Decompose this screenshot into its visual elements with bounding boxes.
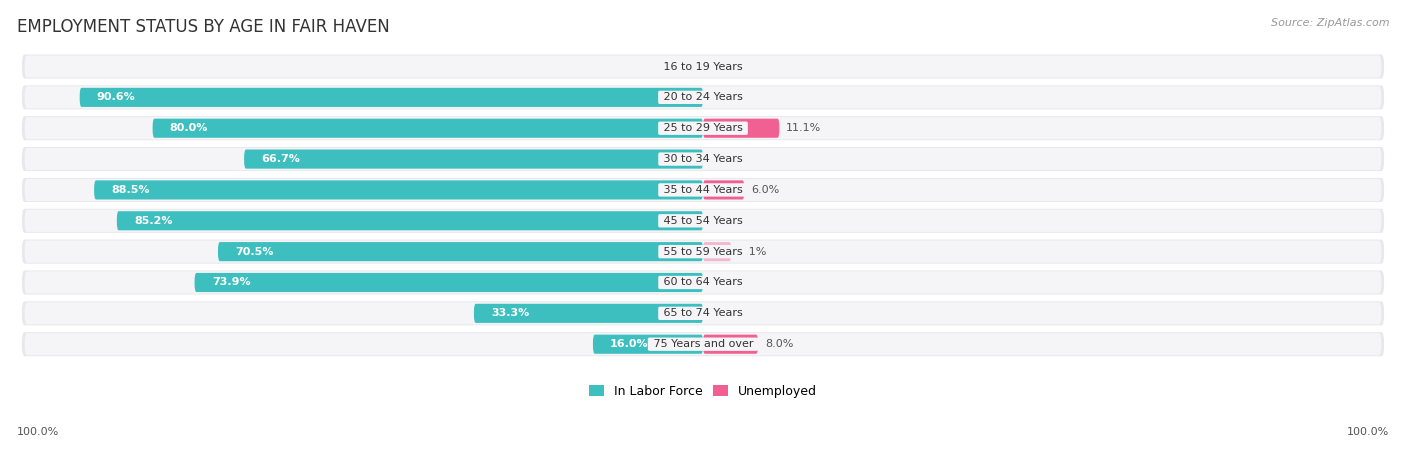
FancyBboxPatch shape	[94, 180, 703, 199]
Text: 35 to 44 Years: 35 to 44 Years	[659, 185, 747, 195]
FancyBboxPatch shape	[593, 335, 703, 354]
FancyBboxPatch shape	[117, 211, 703, 230]
FancyBboxPatch shape	[25, 333, 1381, 355]
Text: EMPLOYMENT STATUS BY AGE IN FAIR HAVEN: EMPLOYMENT STATUS BY AGE IN FAIR HAVEN	[17, 18, 389, 36]
FancyBboxPatch shape	[703, 119, 779, 138]
FancyBboxPatch shape	[22, 55, 1384, 78]
FancyBboxPatch shape	[22, 85, 1384, 110]
FancyBboxPatch shape	[22, 178, 1384, 202]
Text: 85.2%: 85.2%	[134, 216, 173, 226]
Text: 0.0%: 0.0%	[713, 308, 741, 318]
Text: 75 Years and over: 75 Years and over	[650, 339, 756, 349]
FancyBboxPatch shape	[25, 117, 1381, 139]
Text: 6.0%: 6.0%	[751, 185, 779, 195]
Text: 65 to 74 Years: 65 to 74 Years	[659, 308, 747, 318]
FancyBboxPatch shape	[25, 148, 1381, 170]
Text: 100.0%: 100.0%	[17, 428, 59, 437]
Text: 0.0%: 0.0%	[713, 216, 741, 226]
Text: 0.0%: 0.0%	[665, 61, 693, 72]
FancyBboxPatch shape	[194, 273, 703, 292]
FancyBboxPatch shape	[22, 332, 1384, 356]
Text: 0.0%: 0.0%	[713, 154, 741, 164]
Text: 33.3%: 33.3%	[491, 308, 529, 318]
Text: 90.6%: 90.6%	[97, 92, 135, 102]
FancyBboxPatch shape	[703, 180, 744, 199]
Text: 20 to 24 Years: 20 to 24 Years	[659, 92, 747, 102]
FancyBboxPatch shape	[22, 271, 1384, 295]
FancyBboxPatch shape	[22, 147, 1384, 171]
FancyBboxPatch shape	[153, 119, 703, 138]
Text: 16.0%: 16.0%	[610, 339, 648, 349]
FancyBboxPatch shape	[80, 88, 703, 107]
Text: 16 to 19 Years: 16 to 19 Years	[659, 61, 747, 72]
Text: 45 to 54 Years: 45 to 54 Years	[659, 216, 747, 226]
FancyBboxPatch shape	[25, 179, 1381, 201]
Text: 88.5%: 88.5%	[111, 185, 150, 195]
Legend: In Labor Force, Unemployed: In Labor Force, Unemployed	[583, 380, 823, 403]
FancyBboxPatch shape	[25, 210, 1381, 232]
FancyBboxPatch shape	[218, 242, 703, 261]
FancyBboxPatch shape	[25, 55, 1381, 78]
Text: 8.0%: 8.0%	[765, 339, 793, 349]
Text: 0.0%: 0.0%	[713, 92, 741, 102]
Text: 4.1%: 4.1%	[738, 247, 766, 257]
FancyBboxPatch shape	[25, 240, 1381, 263]
Text: 25 to 29 Years: 25 to 29 Years	[659, 123, 747, 133]
Text: 73.9%: 73.9%	[212, 277, 250, 287]
FancyBboxPatch shape	[703, 335, 758, 354]
FancyBboxPatch shape	[703, 242, 731, 261]
Text: 0.0%: 0.0%	[713, 61, 741, 72]
FancyBboxPatch shape	[22, 301, 1384, 325]
Text: 70.5%: 70.5%	[235, 247, 274, 257]
Text: 100.0%: 100.0%	[1347, 428, 1389, 437]
FancyBboxPatch shape	[25, 86, 1381, 109]
Text: 11.1%: 11.1%	[786, 123, 821, 133]
FancyBboxPatch shape	[474, 304, 703, 323]
Text: 0.0%: 0.0%	[713, 277, 741, 287]
Text: 60 to 64 Years: 60 to 64 Years	[659, 277, 747, 287]
FancyBboxPatch shape	[22, 116, 1384, 140]
Text: Source: ZipAtlas.com: Source: ZipAtlas.com	[1271, 18, 1389, 28]
FancyBboxPatch shape	[25, 302, 1381, 324]
Text: 80.0%: 80.0%	[170, 123, 208, 133]
FancyBboxPatch shape	[25, 272, 1381, 294]
Text: 66.7%: 66.7%	[262, 154, 299, 164]
FancyBboxPatch shape	[22, 209, 1384, 233]
Text: 55 to 59 Years: 55 to 59 Years	[659, 247, 747, 257]
FancyBboxPatch shape	[245, 149, 703, 169]
FancyBboxPatch shape	[22, 239, 1384, 264]
Text: 30 to 34 Years: 30 to 34 Years	[659, 154, 747, 164]
